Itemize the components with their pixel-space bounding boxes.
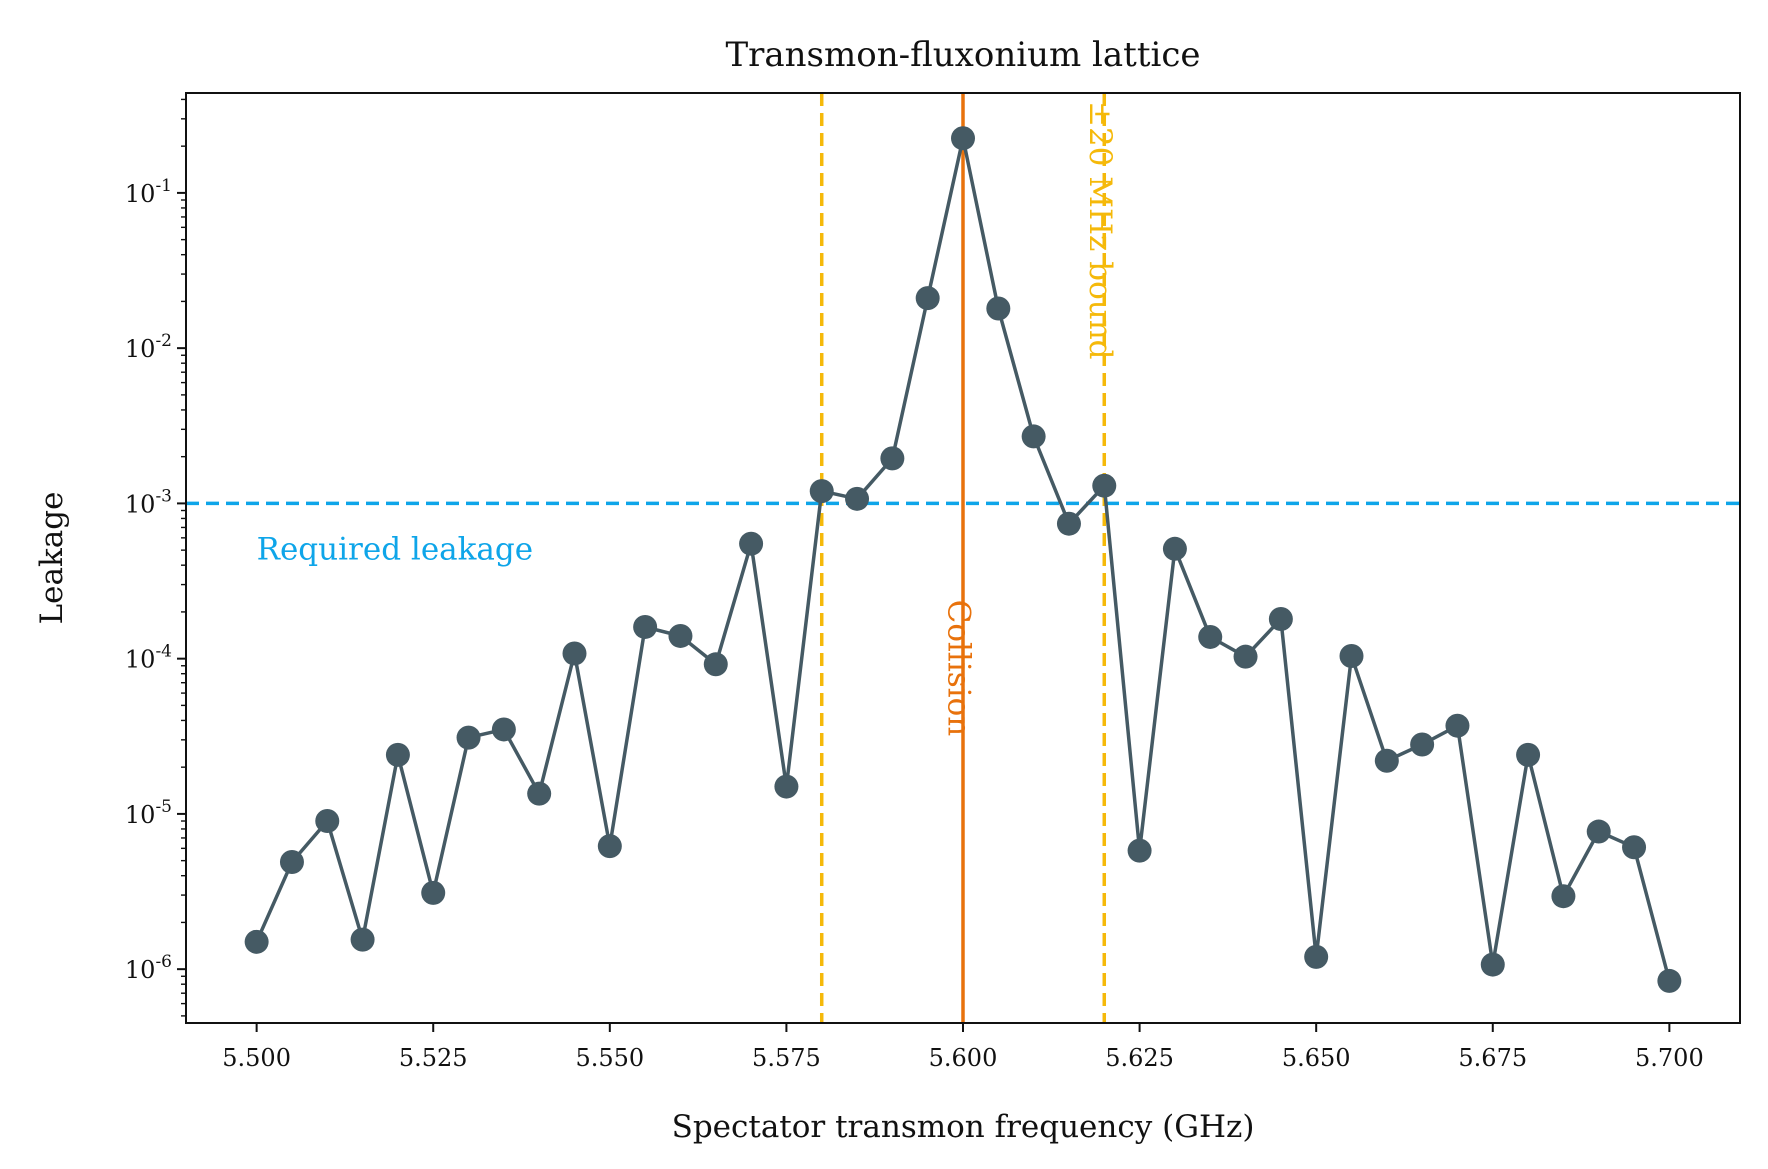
collision-label: Collision: [941, 600, 977, 737]
reference-labels: Required leakage Collision ±20 MHz bound: [257, 101, 1118, 736]
data-point: [986, 296, 1011, 321]
threshold-label: Required leakage: [257, 531, 533, 567]
data-point: [915, 286, 940, 311]
data-point: [668, 623, 693, 648]
y-tick-label: 10-4: [125, 642, 172, 674]
y-tick-label: 10-1: [125, 176, 172, 208]
x-tick-label: 5.525: [399, 1044, 468, 1072]
data-point: [1092, 473, 1117, 498]
data-point: [1622, 835, 1647, 860]
x-axis: 5.500 5.525 5.550 5.575 5.600 5.625 5.650 5.675…: [222, 1023, 1704, 1072]
data-point: [385, 742, 410, 767]
data-point: [1021, 424, 1046, 449]
data-point: [1586, 819, 1611, 844]
x-tick-label: 5.675: [1458, 1044, 1527, 1072]
data-point: [1127, 838, 1152, 863]
y-axis-label: Leakage: [34, 492, 70, 625]
y-tick-label: 10-6: [125, 952, 172, 984]
data-point: [315, 809, 340, 834]
data-point: [633, 614, 658, 639]
x-tick-label: 5.550: [575, 1044, 644, 1072]
series-group: [244, 126, 1682, 993]
data-point: [845, 486, 870, 511]
x-tick-label: 5.650: [1282, 1044, 1351, 1072]
data-point: [1445, 713, 1470, 738]
data-point: [421, 880, 446, 905]
data-point: [350, 927, 375, 952]
data-point: [1516, 742, 1541, 767]
y-axis: 10-6 10-5 10-4 10-3 10-2 10-1: [125, 98, 186, 1017]
y-tick-label: 10-2: [125, 331, 172, 363]
x-axis-label: Spectator transmon frequency (GHz): [672, 1109, 1255, 1145]
data-point: [774, 774, 799, 799]
data-point: [597, 834, 622, 859]
x-tick-label: 5.625: [1105, 1044, 1174, 1072]
data-point: [1374, 748, 1399, 773]
data-point: [491, 717, 516, 742]
data-point: [809, 479, 834, 504]
data-point: [1480, 952, 1505, 977]
x-tick-label: 5.500: [222, 1044, 291, 1072]
data-point: [951, 126, 975, 151]
chart-title: Transmon-fluxonium lattice: [725, 35, 1200, 75]
data-point: [527, 781, 552, 806]
data-point: [739, 531, 764, 556]
y-tick-label: 10-5: [125, 797, 172, 829]
data-point: [1551, 884, 1576, 909]
bound-label: ±20 MHz bound: [1082, 101, 1118, 360]
data-point: [244, 929, 269, 954]
data-point: [1304, 944, 1329, 969]
data-point: [1198, 624, 1223, 649]
data-point: [1410, 732, 1435, 757]
data-point: [1339, 644, 1364, 669]
reference-lines: [186, 93, 1740, 1023]
data-point: [279, 850, 304, 875]
data-point: [1233, 644, 1258, 669]
y-tick-label: 10-3: [125, 486, 172, 518]
x-tick-label: 5.700: [1635, 1044, 1704, 1072]
data-point: [703, 652, 728, 677]
data-point: [880, 446, 905, 471]
data-point: [456, 725, 481, 750]
x-tick-label: 5.600: [929, 1044, 998, 1072]
data-point: [1162, 536, 1187, 561]
x-tick-label: 5.575: [752, 1044, 821, 1072]
data-point: [1268, 607, 1293, 632]
data-point: [1056, 511, 1081, 536]
data-point: [562, 641, 587, 666]
data-point: [1657, 968, 1682, 993]
